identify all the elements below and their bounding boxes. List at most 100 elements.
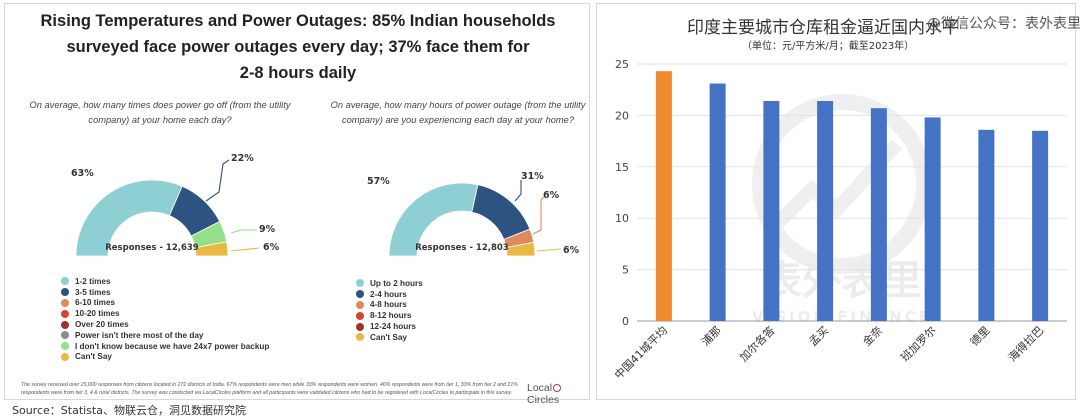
legend-item: Up to 2 hours	[356, 278, 423, 289]
x-tick-label: 班加罗尔	[898, 324, 938, 364]
x-tick-label: 海得拉巴	[1005, 323, 1046, 364]
legend-swatch	[356, 290, 364, 299]
donut1-leader-6	[230, 229, 257, 234]
wechat-watermark: @微信公众号：表外表里	[927, 16, 1080, 32]
donut-2: Responses - 12,803 57% 31% 6% 6%	[367, 171, 580, 257]
legend-item: Can't Say	[61, 352, 269, 363]
chart2-question-line-1: On average, how many hours of power outa…	[330, 100, 586, 110]
bar-chart-title: 印度主要城市仓库租金逼近国内水平	[687, 18, 959, 38]
watermark-ring-icon	[752, 94, 932, 274]
legend-label: 1-2 times	[75, 276, 111, 286]
donut2-data-label-2: 6%	[543, 190, 560, 201]
donut-1: Responses - 12,639 63% 22% 9% 6%	[71, 153, 280, 257]
x-tick-label: 浦那	[699, 324, 724, 349]
legend-item: Over 20 times	[61, 319, 269, 330]
x-tick-label: 中国41城平均	[612, 324, 670, 382]
legend-swatch	[61, 331, 69, 340]
legend-item: 4-8 hours	[356, 300, 423, 311]
legend-swatch	[61, 342, 69, 351]
source-note: Source：Statista、物联云仓，洞见数据研究院	[12, 404, 246, 417]
legend-item: 10-20 times	[61, 308, 269, 319]
donut2-leader-1	[514, 180, 522, 202]
legend-item: Power isn't there most of the day	[61, 330, 269, 341]
x-tick-label: 加尔各答	[736, 323, 777, 364]
legend-swatch	[61, 320, 69, 329]
legend-swatch	[356, 300, 364, 309]
x-tick-label: 德里	[967, 323, 992, 348]
y-tick-label: 5	[622, 264, 629, 277]
donut1-slice-0	[75, 179, 183, 257]
donut2-data-label-1: 31%	[521, 171, 544, 182]
legend-label: Over 20 times	[75, 320, 129, 330]
bar-0	[655, 71, 672, 321]
donut1-leader-7	[230, 247, 260, 252]
legend-label: Power isn't there most of the day	[75, 330, 204, 340]
donut2-leader-2	[532, 195, 546, 235]
donut1-data-label-0: 63%	[71, 168, 94, 179]
donut1-slice-7	[194, 241, 229, 257]
legend-label: 8-12 hours	[370, 311, 412, 321]
bar-4	[870, 108, 887, 321]
bar-chart-subtitle: （单位：元/平方米/月；截至2023年）	[742, 41, 915, 52]
legend-swatch	[356, 322, 364, 331]
donut2-slice-5	[505, 241, 536, 257]
legend-item: 2-4 hours	[356, 289, 423, 300]
y-tick-label: 0	[622, 315, 629, 328]
legend-label: 3-5 times	[75, 287, 111, 297]
legend-item: 8-12 hours	[356, 310, 423, 321]
donut1-center-label: Responses - 12,639	[105, 243, 199, 253]
logo-text-circles: Circles	[527, 394, 560, 406]
bar-1	[709, 83, 726, 321]
infographic-title: Rising Temperatures and Power Outages: 8…	[5, 8, 591, 86]
legend-item: 12-24 hours	[356, 321, 423, 332]
x-tick-label: 金奈	[860, 323, 885, 348]
legend-label: Can't Say	[370, 332, 407, 342]
logo-circle-icon	[553, 384, 562, 392]
donut2-leader-5	[536, 248, 562, 252]
chart1-question: On average, how many times does power go…	[25, 98, 295, 128]
y-tick-label: 20	[615, 109, 629, 122]
legend-swatch	[61, 352, 69, 361]
bar-2	[763, 101, 780, 322]
bar-7	[1032, 130, 1049, 321]
legend-label: Up to 2 hours	[370, 278, 423, 288]
bar-5	[924, 117, 941, 322]
donut2-data-label-5: 6%	[563, 245, 580, 256]
survey-infographic-panel: Rising Temperatures and Power Outages: 8…	[4, 3, 593, 406]
chart2-legend: Up to 2 hours 2-4 hours 4-8 hours 8-12 hour…	[356, 278, 423, 343]
x-tick-label: 孟买	[806, 324, 831, 349]
legend-item: 1-2 times	[61, 276, 269, 287]
footnote-line-2: respondents were from tier 3, 4 & rural …	[21, 390, 513, 396]
donut1-data-label-7: 6%	[263, 242, 280, 253]
donut1-leader-1	[205, 159, 230, 202]
survey-footnote: The survey received over 25,000 response…	[21, 381, 521, 397]
logo-text-local: Local	[527, 382, 553, 394]
chart1-legend: 1-2 times 3-5 times 6-10 times 10-20 times O…	[61, 276, 269, 362]
donut1-data-label-6: 9%	[259, 224, 276, 235]
chart1-question-line-2: company) at your home each day?	[88, 115, 232, 125]
donut2-data-label-0: 57%	[367, 176, 390, 187]
legend-label: 4-8 hours	[370, 300, 407, 310]
legend-swatch	[356, 279, 364, 288]
legend-label: Can't Say	[75, 352, 112, 362]
legend-swatch	[61, 288, 69, 297]
title-line-3: 2-8 hours daily	[239, 64, 357, 82]
legend-item: 6-10 times	[61, 298, 269, 309]
legend-swatch	[356, 333, 364, 342]
chart2-question: On average, how many hours of power outa…	[323, 98, 593, 128]
bar-3	[817, 101, 834, 322]
warehouse-rent-panel: 表外表里 VISION FINANCE 0 5 10 15 20 25 中国41城平均 浦那 加尔各…	[596, 3, 1080, 400]
legend-swatch	[61, 309, 69, 318]
legend-label: 12-24 hours	[370, 322, 416, 332]
chart1-question-line-1: On average, how many times does power go…	[29, 100, 291, 110]
legend-swatch	[61, 298, 69, 307]
bar-6	[978, 129, 995, 321]
legend-label: 6-10 times	[75, 298, 116, 308]
legend-item: Can't Say	[356, 332, 423, 343]
localcircles-logo: LocalCircles	[527, 382, 589, 406]
y-tick-label: 15	[615, 161, 629, 174]
watermark-center-text: 表外表里	[762, 258, 922, 304]
